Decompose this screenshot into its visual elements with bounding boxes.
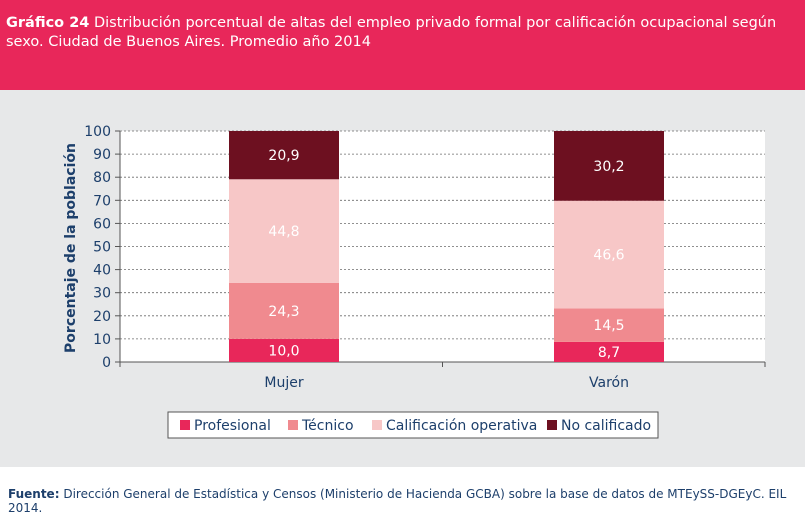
legend-swatch <box>372 420 382 430</box>
legend-label: No calificado <box>561 418 651 434</box>
y-tick-label: 10 <box>93 332 111 348</box>
y-tick-label: 80 <box>93 170 111 186</box>
legend-swatch <box>288 420 298 430</box>
axes: 0 10 20 30 40 50 60 70 80 90 100 Mujer Varón <box>84 124 766 391</box>
y-tick-label: 50 <box>93 240 111 256</box>
source-note: Fuente: Dirección General de Estadística… <box>0 467 805 523</box>
x-tick-label: Mujer <box>264 375 303 391</box>
data-label: 44,8 <box>268 224 299 240</box>
bar-segment <box>554 200 664 309</box>
y-axis-label: Porcentaje de la población <box>63 143 79 353</box>
data-label: 10,0 <box>268 343 299 359</box>
bar-segment <box>229 338 339 362</box>
data-label: 30,2 <box>593 159 624 175</box>
data-label: 46,6 <box>593 248 624 264</box>
bar-segment <box>229 131 339 180</box>
data-label: 20,9 <box>268 148 299 164</box>
bar-segment <box>229 179 339 283</box>
chart-header: Gráfico 24 Distribución porcentual de al… <box>0 0 805 90</box>
legend-swatch <box>180 420 190 430</box>
y-tick-label: 30 <box>93 286 111 302</box>
stacked-bar-chart: 0 10 20 30 40 50 60 70 80 90 100 Mujer Varón 10,0 24,… <box>63 124 766 439</box>
legend-label: Calificación operativa <box>386 418 537 434</box>
source-label: Fuente: <box>8 487 60 501</box>
legend-label: Profesional <box>194 418 271 434</box>
y-tick-label: 40 <box>93 263 111 279</box>
y-tick-label: 20 <box>93 309 111 325</box>
bar-segment <box>554 308 664 342</box>
chart-panel: 0 10 20 30 40 50 60 70 80 90 100 Mujer Varón 10,0 24,… <box>0 90 805 467</box>
chart-title: Distribución porcentual de altas del emp… <box>6 15 777 50</box>
y-tick-label: 90 <box>93 147 111 163</box>
source-text: Dirección General de Estadística y Censo… <box>8 487 787 515</box>
bar-segment <box>554 341 664 362</box>
legend-label: Técnico <box>301 418 354 434</box>
y-tick-label: 100 <box>84 124 111 140</box>
bars <box>229 131 664 362</box>
legend: Profesional Técnico Calificación operativa… <box>167 411 659 439</box>
bar-segment <box>554 131 664 201</box>
legend-box <box>167 411 659 439</box>
legend-swatch <box>547 420 557 430</box>
figure-number: Gráfico 24 <box>6 15 90 31</box>
grid-lines <box>120 130 765 362</box>
y-tick-label: 0 <box>102 355 111 371</box>
bar-segment <box>229 282 339 339</box>
y-tick-label: 70 <box>93 193 111 209</box>
data-label: 8,7 <box>598 345 620 361</box>
x-tick-label: Varón <box>589 375 629 391</box>
data-label: 24,3 <box>268 304 299 320</box>
data-labels: 10,0 24,3 44,8 20,9 8,7 14,5 46,6 30,2 <box>268 148 624 361</box>
data-label: 14,5 <box>593 318 624 334</box>
y-tick-label: 60 <box>93 216 111 232</box>
